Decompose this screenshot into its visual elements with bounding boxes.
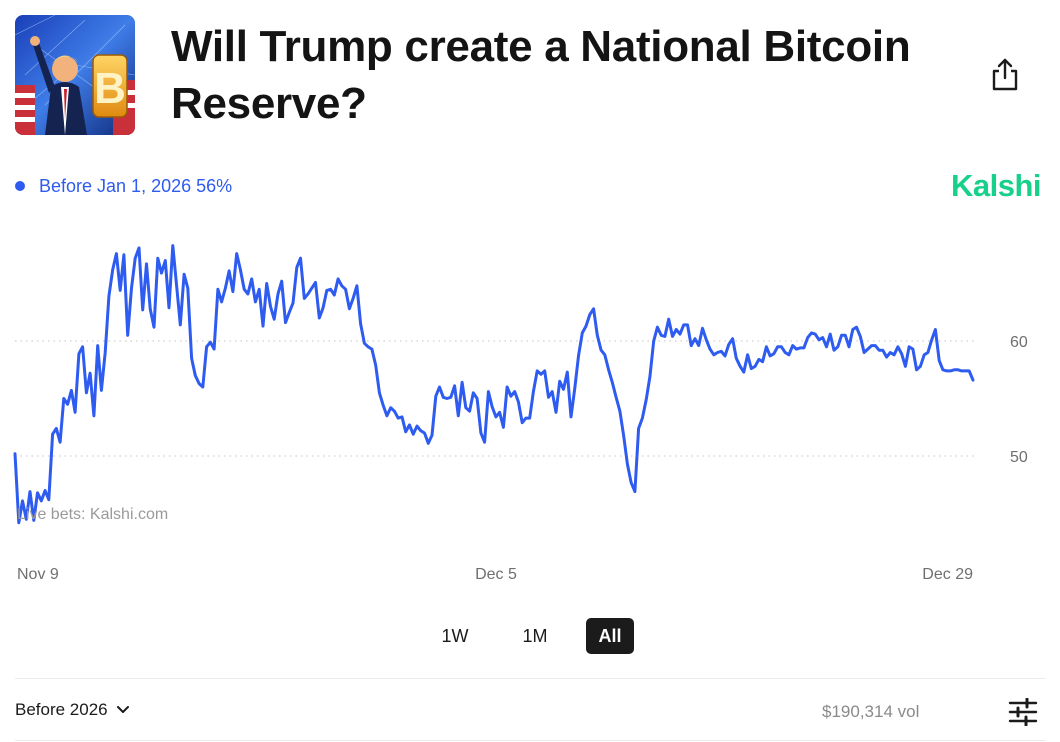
market-title: Will Trump create a National Bitcoin Res… [171,22,911,128]
outcome-label: Before 2026 [15,700,108,719]
chart-settings-button[interactable] [1008,697,1038,727]
bottom-divider [15,740,1046,741]
x-tick-label: Dec 29 [922,566,973,583]
svg-text:B: B [94,64,126,113]
share-button[interactable] [988,56,1022,94]
range-1w-button[interactable]: 1W [428,618,482,654]
legend-label: Before Jan 1, 2026 [39,175,192,196]
series-line [13,244,975,525]
market-thumbnail: B [15,15,135,135]
y-tick-label: 50 [1010,449,1028,466]
y-tick-label: 60 [1010,334,1028,351]
section-divider [15,678,1046,679]
chevron-down-icon [116,706,129,713]
outcome-select[interactable]: Before 2026 [15,700,130,720]
volume-text: $190,314 vol [822,702,920,721]
range-1m-button[interactable]: 1M [508,618,562,654]
range-selector: 1W 1M All [0,618,1060,654]
brand-logo: Kalshi [951,168,1042,203]
chart-legend: Before Jan 1, 2026 56% [15,175,232,197]
x-tick-label: Nov 9 [17,566,59,583]
legend-percent: 56% [196,175,233,196]
share-icon [992,58,1018,91]
range-all-button[interactable]: All [586,618,634,654]
sliders-icon [1008,697,1038,727]
chart-watermark: Live bets: Kalshi.com [17,506,169,523]
market-image: B [15,15,135,135]
x-tick-label: Dec 5 [475,566,517,583]
legend-dot-icon [15,181,25,191]
